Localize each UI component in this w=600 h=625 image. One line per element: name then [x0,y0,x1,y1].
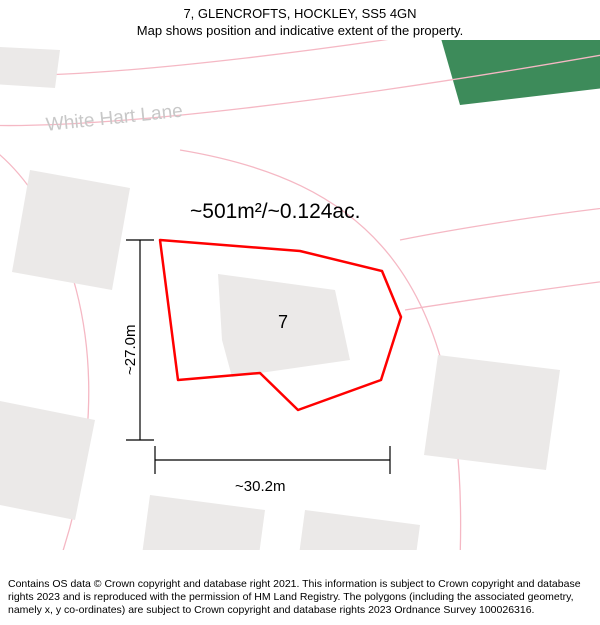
footer: Contains OS data © Crown copyright and d… [0,574,600,625]
area-label: ~501m²/~0.124ac. [190,200,360,224]
subtitle: Map shows position and indicative extent… [10,23,590,38]
header: 7, GLENCROFTS, HOCKLEY, SS5 4GN Map show… [0,0,600,40]
height-dim-label: ~27.0m [122,325,139,375]
map-area: White Hart Lane ~501m²/~0.124ac. 7 ~27.0… [0,40,600,550]
title: 7, GLENCROFTS, HOCKLEY, SS5 4GN [10,6,590,21]
width-dim-label: ~30.2m [235,478,285,495]
house-number: 7 [278,312,288,333]
